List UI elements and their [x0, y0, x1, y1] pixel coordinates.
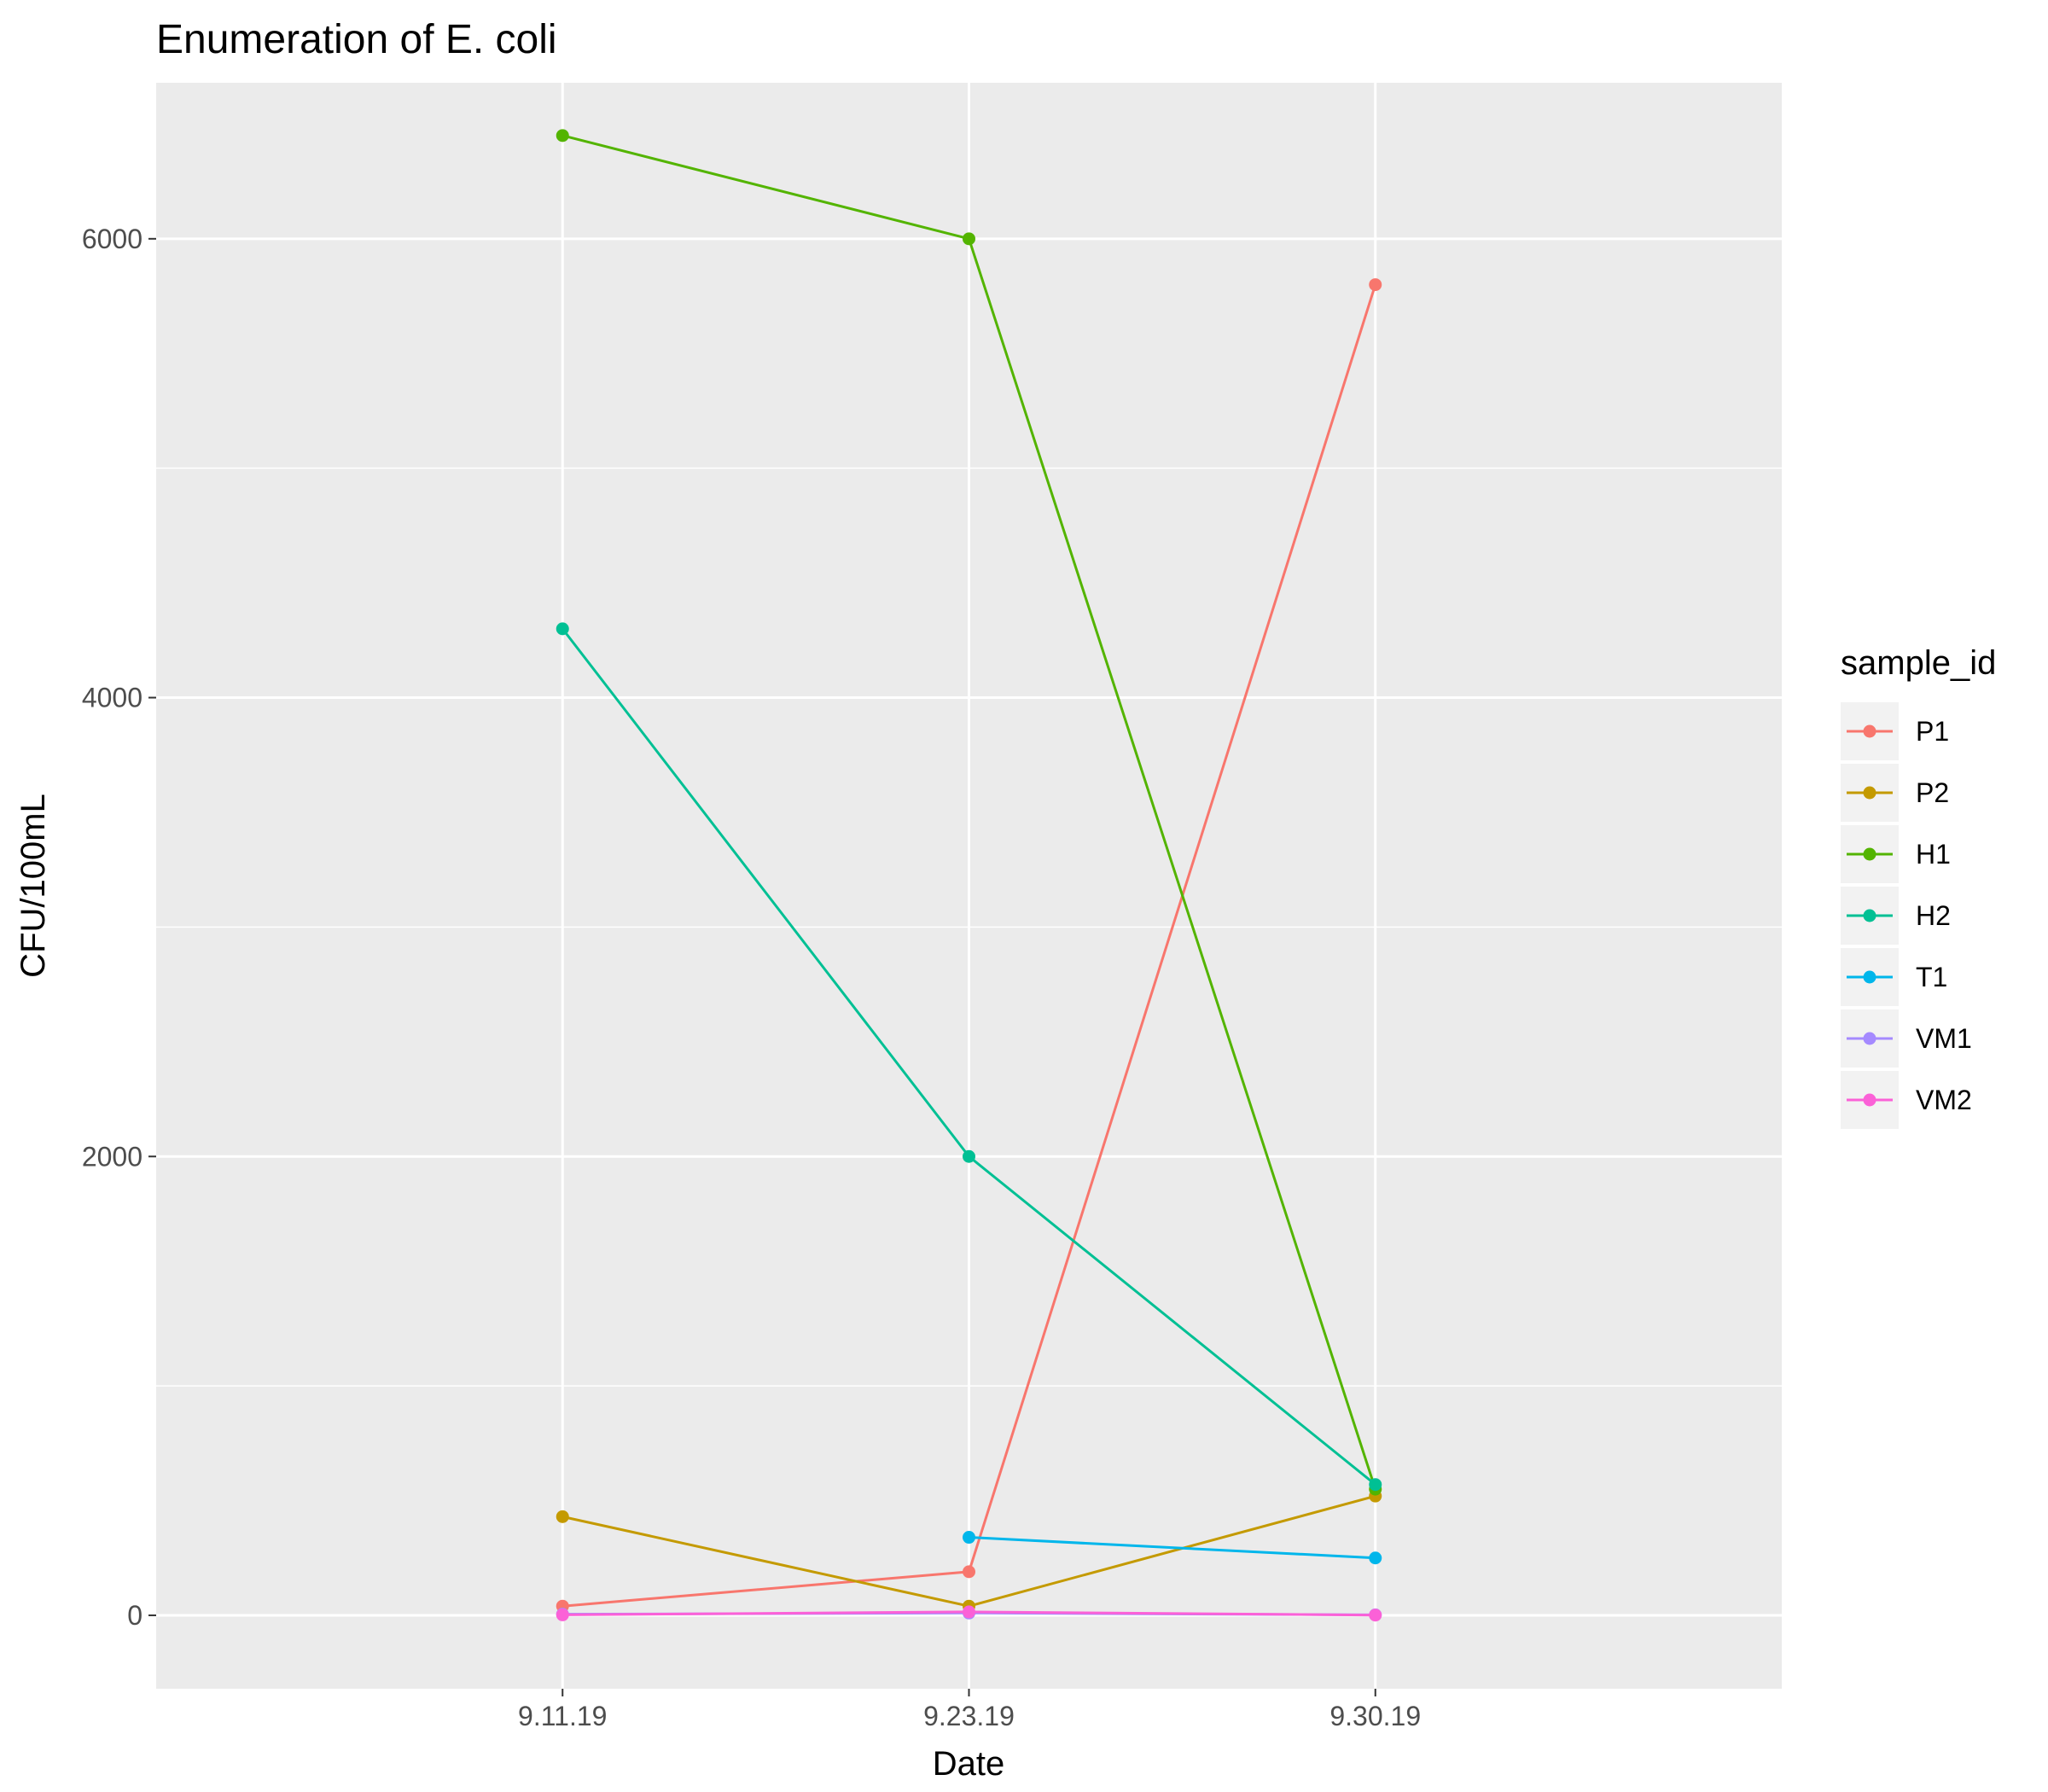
legend-items: P1 P2 H1 H2 T1 VM1 VM2 [1841, 702, 1972, 1129]
data-point-h2 [556, 622, 569, 636]
data-point-t1 [963, 1531, 975, 1545]
grid-layer [156, 83, 1782, 1689]
legend-item-h1: H1 [1841, 825, 1951, 883]
legend-item-vm1: VM1 [1841, 1009, 1972, 1068]
data-point-t1 [1369, 1551, 1382, 1565]
series-h2 [556, 622, 1382, 1492]
data-point-vm2 [556, 1608, 569, 1621]
x-tick-label: 9.23.19 [923, 1701, 1015, 1731]
legend-item-t1: T1 [1841, 948, 1947, 1006]
data-point-vm2 [1369, 1609, 1382, 1622]
legend-key-point [1863, 909, 1876, 922]
data-point-h1 [963, 232, 975, 246]
legend-item-p1: P1 [1841, 702, 1949, 760]
legend-item-vm2: VM2 [1841, 1071, 1972, 1129]
legend-label: P2 [1916, 777, 1949, 808]
legend-label: H1 [1916, 839, 1951, 870]
y-tick-label: 2000 [82, 1141, 143, 1172]
y-tick-label: 4000 [82, 683, 143, 713]
data-point-p1 [1369, 278, 1382, 292]
series-line-t1 [969, 1536, 1376, 1560]
data-point-h2 [1369, 1478, 1382, 1492]
legend-key-point [1863, 1093, 1876, 1107]
legend-key-point [1863, 970, 1876, 984]
legend-label: T1 [1916, 962, 1947, 992]
legend-key-point [1863, 847, 1876, 861]
legend-key-point [1863, 724, 1876, 738]
data-point-p2 [556, 1510, 569, 1523]
data-point-h1 [556, 129, 569, 143]
y-tick-label: 0 [127, 1600, 143, 1631]
legend: sample_id P1 P2 H1 H2 T1 VM1 VM2 [1841, 644, 1996, 1129]
legend-item-h2: H2 [1841, 887, 1951, 945]
chart-title: Enumeration of E. coli [156, 17, 557, 62]
legend-key-point [1863, 786, 1876, 800]
legend-label: H2 [1916, 900, 1951, 931]
legend-label: P1 [1916, 716, 1949, 747]
legend-item-p2: P2 [1841, 764, 1949, 822]
series-vm2 [556, 1605, 1382, 1622]
legend-title: sample_id [1841, 644, 1996, 682]
series-t1 [963, 1531, 1382, 1565]
axis-layer: 0 2000 4000 6000 9.11.19 9.23.19 9.30.19 [82, 224, 1421, 1731]
data-point-p1 [963, 1565, 975, 1579]
y-axis-title: CFU/100mL [15, 794, 52, 978]
x-axis-title: Date [933, 1745, 1005, 1783]
data-point-vm2 [963, 1605, 975, 1619]
legend-key-point [1863, 1032, 1876, 1045]
legend-label: VM1 [1916, 1023, 1972, 1054]
data-point-h2 [963, 1149, 975, 1163]
x-tick-label: 9.11.19 [518, 1701, 607, 1731]
series-layer [556, 129, 1382, 1622]
legend-label: VM2 [1916, 1085, 1972, 1115]
x-tick-label: 9.30.19 [1329, 1701, 1421, 1731]
y-tick-label: 6000 [82, 224, 143, 254]
